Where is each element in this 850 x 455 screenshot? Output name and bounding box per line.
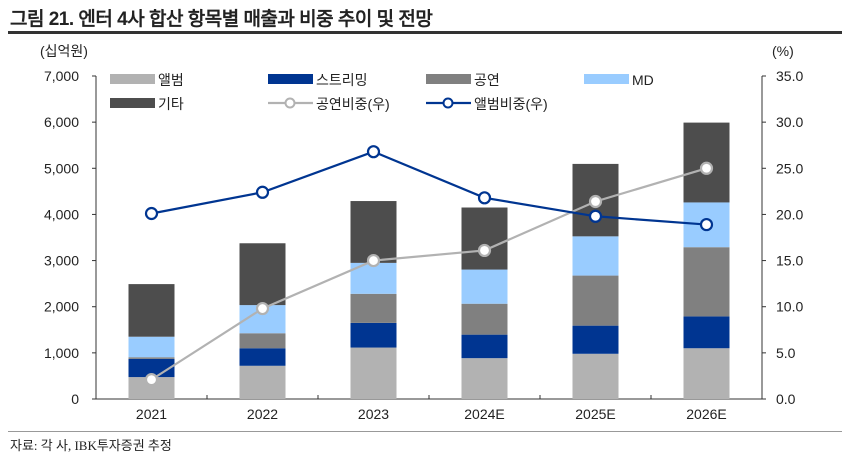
left-tick-label: 2,000 xyxy=(44,299,79,315)
legend-label-기타: 기타 xyxy=(158,96,184,112)
left-axis-label: (십억원) xyxy=(40,43,88,59)
right-tick-label: 20.0 xyxy=(776,206,803,222)
line-marker-앨범비중(우) xyxy=(477,191,492,205)
legend-swatch-스트리밍 xyxy=(268,74,313,84)
title-divider xyxy=(8,31,842,34)
legend-swatch-공연 xyxy=(426,74,471,84)
bar-segment-기타 xyxy=(461,207,508,270)
bar-segment-기타 xyxy=(128,284,175,337)
bar-segment-앨범 xyxy=(239,365,286,399)
figure-title: 그림 21. 엔터 4사 합산 항목별 매출과 비중 추이 및 전망 xyxy=(10,9,433,30)
bar-segment-앨범 xyxy=(461,358,508,399)
right-tick-label: 25.0 xyxy=(776,160,803,176)
legend-label-앨범: 앨범 xyxy=(158,72,184,88)
right-tick-label: 0.0 xyxy=(776,391,796,407)
x-tick-label: 2023 xyxy=(358,406,389,422)
legend-label-공연: 공연 xyxy=(474,72,500,88)
legend-swatch-MD xyxy=(584,74,629,84)
bar-segment-스트리밍 xyxy=(350,322,397,348)
stacked-bar-line-chart: (십억원) (%) 0 1,000 2,000 3,000 4,000 5,000 6,000 7… xyxy=(40,43,803,422)
left-tick-label: 3,000 xyxy=(44,253,79,269)
bar-segment-스트리밍 xyxy=(461,334,508,359)
right-tick-label: 15.0 xyxy=(776,253,803,269)
x-tick-label: 2026E xyxy=(686,406,726,422)
line-marker-공연비중(우) xyxy=(144,373,159,387)
bar-segment-앨범 xyxy=(128,377,175,399)
right-tick-label: 30.0 xyxy=(776,114,803,130)
line-marker-공연비중(우) xyxy=(588,194,603,209)
bar-segment-공연 xyxy=(683,247,730,317)
right-axis-label: (%) xyxy=(772,43,794,59)
x-tick-label: 2022 xyxy=(247,406,278,422)
bar-segment-MD xyxy=(461,269,508,304)
line-marker-공연비중(우) xyxy=(699,161,714,175)
line-marker-앨범비중(우) xyxy=(144,206,159,221)
right-tick-label: 10.0 xyxy=(776,299,803,315)
x-tick-label: 2025E xyxy=(575,406,615,422)
line-series-공연비중(우) xyxy=(150,167,707,381)
bar-segment-MD xyxy=(572,236,619,276)
bar-segment-기타 xyxy=(239,243,286,306)
line-series-앨범비중(우) xyxy=(151,150,707,226)
legend-swatch-기타 xyxy=(110,98,155,108)
bar-segment-공연 xyxy=(572,275,619,326)
line-marker-앨범비중(우) xyxy=(699,217,714,232)
line-marker-공연비중(우) xyxy=(366,253,381,268)
footer-divider xyxy=(8,431,842,432)
right-tick-label: 5.0 xyxy=(776,345,796,361)
left-tick-label: 7,000 xyxy=(44,68,79,84)
bar-segment-스트리밍 xyxy=(572,325,619,354)
left-tick-label: 6,000 xyxy=(44,114,79,130)
line-marker-앨범비중(우) xyxy=(366,145,381,159)
bar-segment-공연 xyxy=(239,333,286,349)
legend-swatch-marker-앨범비중(우) xyxy=(442,97,454,109)
x-tick-label: 2021 xyxy=(136,406,167,422)
left-tick-label: 4,000 xyxy=(44,206,79,222)
bar-segment-MD xyxy=(128,336,175,358)
bar-segment-앨범 xyxy=(683,348,730,399)
line-marker-공연비중(우) xyxy=(255,301,270,316)
line-marker-앨범비중(우) xyxy=(588,209,603,223)
bar-segment-공연 xyxy=(461,303,508,335)
legend-swatch-marker-공연비중(우) xyxy=(284,97,296,109)
bar-segment-스트리밍 xyxy=(239,348,286,366)
legend-label-앨범비중(우): 앨범비중(우) xyxy=(474,96,548,112)
bar-segment-앨범 xyxy=(572,353,619,399)
bar-segment-기타 xyxy=(350,201,397,263)
line-marker-공연비중(우) xyxy=(477,243,492,258)
legend-label-MD: MD xyxy=(632,72,654,88)
left-tick-label: 1,000 xyxy=(44,345,79,361)
line-marker-앨범비중(우) xyxy=(255,185,270,199)
bar-segment-앨범 xyxy=(350,347,397,399)
left-tick-label: 5,000 xyxy=(44,160,79,176)
bar-segment-공연 xyxy=(128,357,175,359)
legend-swatch-앨범 xyxy=(110,74,155,84)
left-tick-label: 0 xyxy=(71,391,79,407)
right-tick-label: 35.0 xyxy=(776,68,803,84)
x-tick-label: 2024E xyxy=(464,406,504,422)
bar-segment-스트리밍 xyxy=(683,316,730,349)
bar-segment-공연 xyxy=(350,293,397,323)
source-note: 자료: 각 사, IBK투자증권 추정 xyxy=(10,438,172,453)
legend-label-스트리밍: 스트리밍 xyxy=(316,72,368,88)
legend-label-공연비중(우): 공연비중(우) xyxy=(316,96,390,112)
